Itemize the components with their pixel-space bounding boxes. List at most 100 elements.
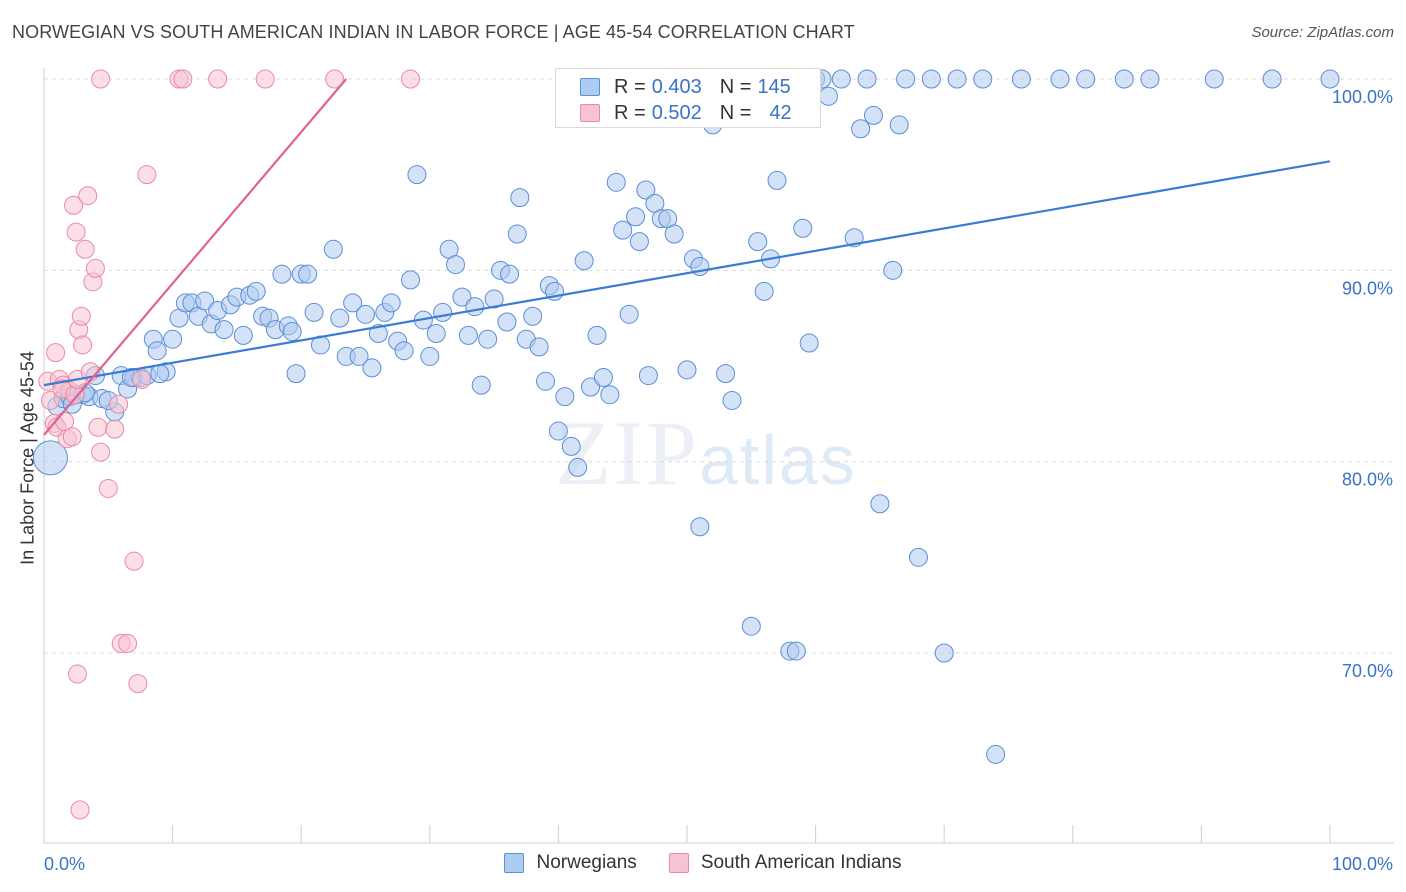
norwegian-point <box>722 390 742 410</box>
legend-r-label: R = <box>614 101 646 124</box>
norwegian-point <box>889 115 909 135</box>
stats-legend: R = 0.403 N = 145 R = 0.502 N = 42 <box>555 68 821 128</box>
south-american-indian-point <box>98 478 118 498</box>
south-american-indian-point <box>40 390 60 410</box>
norwegian-point <box>606 172 626 192</box>
norwegian-point <box>394 341 414 361</box>
norwegian-point <box>1262 69 1282 89</box>
norwegian-point <box>664 224 684 244</box>
norwegian-point <box>619 304 639 324</box>
south-american-indian-point <box>64 195 84 215</box>
norwegian-point <box>330 308 350 328</box>
norwegian-point <box>1320 69 1340 89</box>
norwegian-point <box>214 320 234 340</box>
source-label: Source: ZipAtlas.com <box>1251 24 1394 41</box>
norwegian-point <box>401 270 421 290</box>
norwegian-point <box>870 494 890 514</box>
south-american-indian-point <box>124 551 144 571</box>
south-american-indian-point <box>105 419 125 439</box>
norwegian-point <box>381 293 401 313</box>
norwegian-point <box>343 293 363 313</box>
legend-row-south-american-indians: R = 0.502 N = 42 <box>580 101 792 125</box>
norwegian-point <box>272 264 292 284</box>
south-american-indian-trend-line <box>43 78 348 436</box>
norwegian-point <box>195 291 215 311</box>
chart-title: NORWEGIAN VS SOUTH AMERICAN INDIAN IN LA… <box>12 22 855 42</box>
norwegian-point <box>818 86 838 106</box>
south-american-indian-point <box>78 186 98 206</box>
norwegian-point <box>426 323 446 343</box>
legend-item-norwegians: Norwegians <box>504 852 637 874</box>
watermark-atlas: atlas <box>699 421 857 499</box>
legend-n-label: N = <box>719 75 752 98</box>
norwegian-point <box>471 375 491 395</box>
norwegian-point <box>561 436 581 456</box>
south-american-indian-point <box>255 69 275 89</box>
norwegian-point <box>767 170 787 190</box>
norwegian-point <box>613 220 633 240</box>
watermark-zip: ZIP <box>555 402 699 504</box>
norwegian-point <box>629 232 649 252</box>
norwegian-point <box>793 218 813 238</box>
y-tick-label: 100.0% <box>1332 87 1393 107</box>
legend-item-south-american-indians: South American Indians <box>668 852 902 874</box>
norwegian-point <box>356 304 375 324</box>
norwegian-point <box>636 180 656 200</box>
norwegian-point <box>638 366 658 386</box>
norwegian-point <box>851 119 871 139</box>
x-tick-label: 100.0% <box>1332 854 1393 874</box>
x-tick-label: 0.0% <box>44 854 85 874</box>
norwegian-point <box>1076 69 1096 89</box>
norwegian-point <box>754 281 774 301</box>
norwegian-point <box>362 358 382 378</box>
watermark: ZIPatlas <box>555 400 857 506</box>
norwegian-point <box>600 385 620 405</box>
south-american-indian-point <box>128 674 148 694</box>
norwegian-point <box>748 232 768 252</box>
norwegian-point <box>908 547 928 567</box>
south-american-indian-point <box>91 69 111 89</box>
south-american-indian-point <box>71 306 91 326</box>
norwegian-point <box>446 255 466 275</box>
norwegian-point <box>626 207 646 227</box>
legend-swatch-pink <box>580 104 600 122</box>
norwegian-point <box>973 69 993 89</box>
south-american-indian-point <box>67 664 87 684</box>
south-american-indian-point <box>137 165 157 185</box>
norwegian-point <box>523 306 543 326</box>
legend-n-value: 42 <box>769 101 792 124</box>
norwegian-point <box>323 239 343 259</box>
norwegian-point <box>246 281 266 301</box>
norwegian-point <box>548 421 568 441</box>
norwegian-point <box>555 387 575 407</box>
norwegian-point <box>921 69 941 89</box>
south-american-indian-point <box>109 394 129 414</box>
norwegian-point <box>536 371 556 391</box>
legend-swatch-blue <box>504 853 525 873</box>
south-american-indian-point <box>75 239 95 259</box>
norwegian-point <box>452 287 472 307</box>
south-american-indian-point <box>73 335 93 355</box>
south-american-indian-point <box>208 69 228 89</box>
south-american-indian-point <box>173 69 193 89</box>
y-tick-label: 80.0% <box>1342 470 1393 490</box>
y-tick-label: 90.0% <box>1342 278 1393 298</box>
norwegian-point <box>1050 69 1070 89</box>
norwegian-point <box>233 325 253 345</box>
norwegian-point <box>433 302 453 322</box>
norwegian-point <box>934 643 954 663</box>
norwegian-point <box>896 69 916 89</box>
norwegian-point <box>497 312 517 332</box>
norwegian-point <box>741 616 761 636</box>
norwegian-point <box>857 69 877 89</box>
legend-r-value: 0.403 <box>651 75 702 98</box>
norwegian-point <box>484 289 504 309</box>
legend-n-value: 145 <box>757 75 791 98</box>
south-american-indian-point <box>66 222 86 242</box>
norwegian-point <box>368 323 388 343</box>
norwegian-point <box>587 325 607 345</box>
norwegian-point <box>349 346 369 366</box>
legend-label: Norwegians <box>536 852 637 873</box>
norwegian-trend-line <box>43 160 1331 387</box>
